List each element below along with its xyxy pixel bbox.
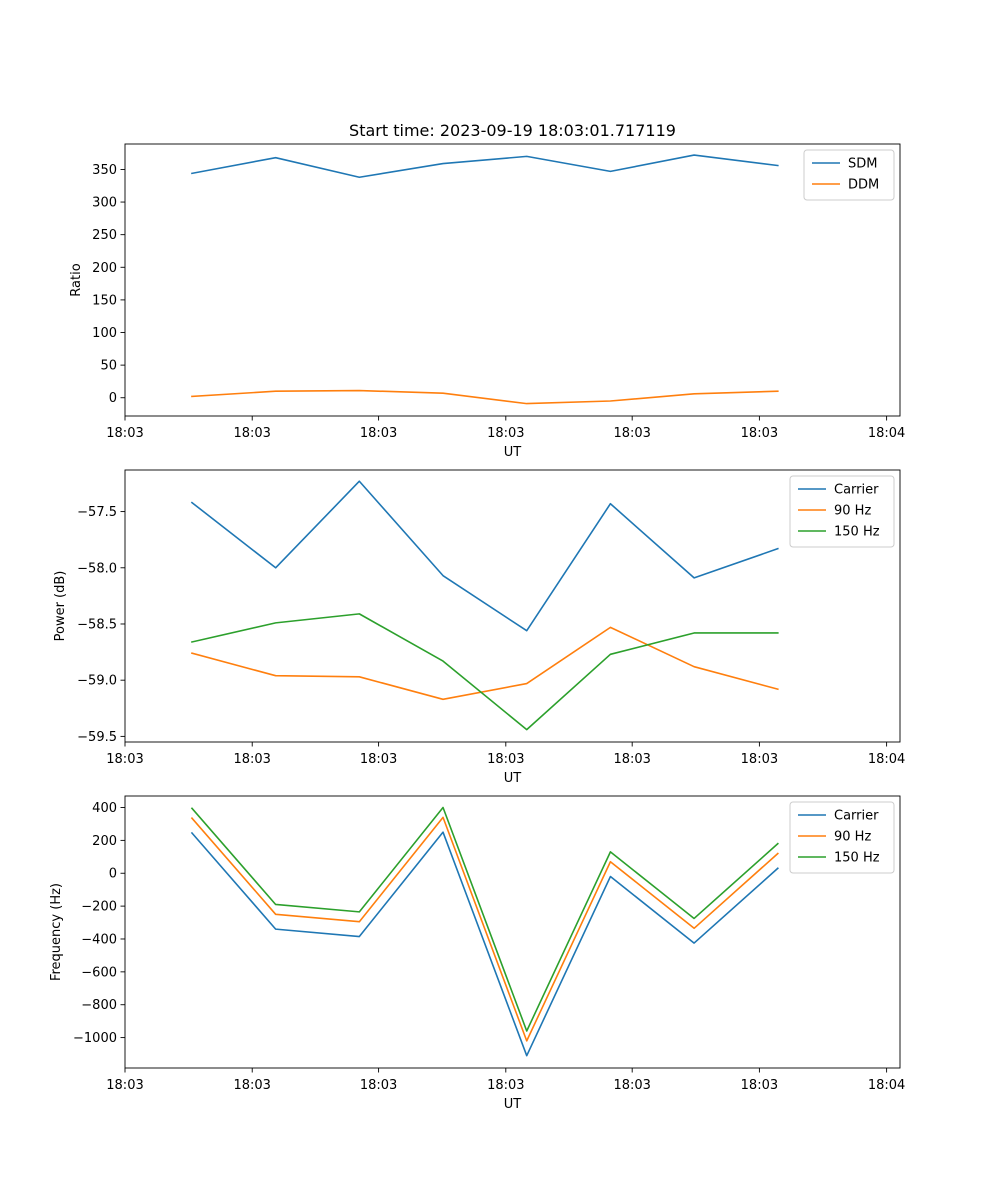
y-tick-label: 300 [92,196,117,211]
x-tick-label: 18:04 [868,752,905,767]
legend: Carrier 90 Hz 150 Hz [789,801,895,874]
chart-1: 18:03 18:03 18:03 18:03 18:03 18:03 18:04 0 50 10… [69,121,905,460]
x-tick-label: 18:03 [106,426,143,441]
chart-title: Start time: 2023-09-19 18:03:01.717119 [349,121,676,140]
legend-label: Carrier [834,809,879,824]
y-tick-label: 150 [92,293,117,308]
series-line-90-hz [190,626,779,701]
legend: Carrier 90 Hz 150 Hz [789,475,895,548]
x-tick-label: 18:03 [233,1078,270,1093]
y-tick-label: 0 [109,391,117,406]
x-axis-label: UT [504,771,522,786]
chart-3: 18:03 18:03 18:03 18:03 18:03 18:03 18:04 400 20… [49,795,905,1112]
y-tick-label: 200 [92,261,117,276]
y-tick-label: −800 [81,998,117,1013]
y-tick-label: −1000 [73,1031,117,1046]
y-tick-label: −600 [81,965,117,980]
x-tick-label: 18:03 [487,752,524,767]
y-tick-label: −200 [81,900,117,915]
y-tick-label: 200 [92,834,117,849]
legend-box [789,475,895,548]
y-tick-label: −58.0 [77,561,117,576]
y-axis-label: Frequency (Hz) [49,883,64,981]
legend-label: 90 Hz [834,830,871,845]
legend-label: DDM [848,178,879,193]
y-tick-label: 400 [92,801,117,816]
y-tick-label: 100 [92,326,117,341]
x-tick-label: 18:03 [487,426,524,441]
y-tick-label: −400 [81,932,117,947]
series-line-sdm [191,154,779,179]
y-tick-label: −59.5 [77,730,117,745]
x-tick-label: 18:03 [487,1078,524,1093]
y-tick-label: 50 [100,359,117,374]
plot-frame [124,795,901,1069]
plot-frame [124,469,901,743]
x-tick-label: 18:03 [613,1078,650,1093]
series-line-carrier [190,480,779,632]
y-axis-label: Ratio [69,263,84,296]
x-tick-label: 18:03 [613,426,650,441]
series-line-ddm [191,389,779,405]
y-tick-label: −58.5 [77,617,117,632]
x-tick-label: 18:03 [741,426,778,441]
x-tick-label: 18:03 [233,752,270,767]
x-tick-label: 18:03 [741,752,778,767]
series-line-150-hz [190,613,779,731]
x-tick-label: 18:03 [360,1078,397,1093]
y-axis-label: Power (dB) [53,571,68,642]
plot-frame [124,143,901,417]
legend-label: Carrier [834,483,879,498]
x-tick-label: 18:03 [360,426,397,441]
legend-label: 150 Hz [834,851,880,866]
x-tick-label: 18:03 [741,1078,778,1093]
legend-label: 150 Hz [834,525,880,540]
legend-box [789,801,895,874]
y-tick-label: 0 [109,867,117,882]
chart-2: 18:03 18:03 18:03 18:03 18:03 18:03 18:04 −57.5… [53,469,905,786]
legend: SDM DDM [803,149,895,201]
series-line-carrier [190,831,779,1057]
series-line-150-hz [190,806,779,1032]
x-axis-label: UT [504,1097,522,1112]
x-tick-label: 18:03 [106,1078,143,1093]
x-tick-label: 18:04 [868,1078,905,1093]
series-line-90-hz [190,816,779,1042]
y-tick-label: −57.5 [77,505,117,520]
x-axis-label: UT [504,445,522,460]
legend-label: 90 Hz [834,504,871,519]
x-tick-label: 18:03 [360,752,397,767]
x-tick-label: 18:03 [106,752,143,767]
x-tick-label: 18:04 [868,426,905,441]
y-tick-label: 250 [92,228,117,243]
y-tick-label: −59.0 [77,674,117,689]
x-tick-label: 18:03 [613,752,650,767]
x-tick-label: 18:03 [233,426,270,441]
legend-label: SDM [848,157,877,172]
y-tick-label: 350 [92,163,117,178]
